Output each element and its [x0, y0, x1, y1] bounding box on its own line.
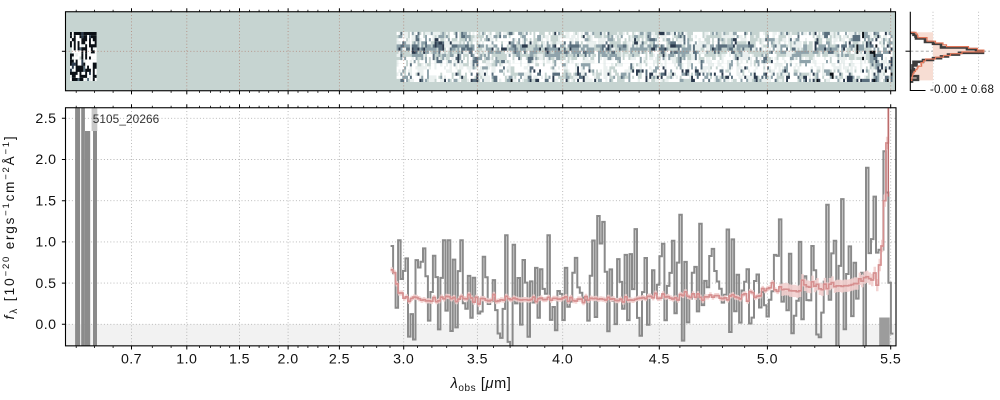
svg-text:1.0: 1.0	[35, 235, 56, 251]
svg-text:-0.00 ± 0.68: -0.00 ± 0.68	[930, 83, 994, 96]
svg-text:4.0: 4.0	[552, 352, 573, 368]
svg-text:1.5: 1.5	[229, 352, 250, 368]
svg-text:3.5: 3.5	[467, 352, 488, 368]
svg-text:5.0: 5.0	[757, 352, 778, 368]
svg-text:1.5: 1.5	[35, 193, 56, 209]
svg-text:2.0: 2.0	[35, 152, 56, 168]
svg-text:3.0: 3.0	[393, 352, 414, 368]
svg-text:0.0: 0.0	[35, 317, 56, 333]
svg-text:2.5: 2.5	[329, 352, 350, 368]
svg-text:5.5: 5.5	[880, 352, 901, 368]
svg-text:0.5: 0.5	[35, 276, 56, 292]
svg-text:fλ [10−20 ergs−1cm−2Å−1]: fλ [10−20 ergs−1cm−2Å−1]	[1, 135, 20, 320]
svg-text:λobs [μm]: λobs [μm]	[450, 376, 512, 394]
svg-text:5105_20266: 5105_20266	[93, 112, 160, 126]
svg-text:2.5: 2.5	[35, 111, 56, 127]
svg-text:2.0: 2.0	[278, 352, 299, 368]
svg-text:4.5: 4.5	[649, 352, 670, 368]
svg-text:1.0: 1.0	[176, 352, 197, 368]
svg-text:0.7: 0.7	[121, 352, 142, 368]
